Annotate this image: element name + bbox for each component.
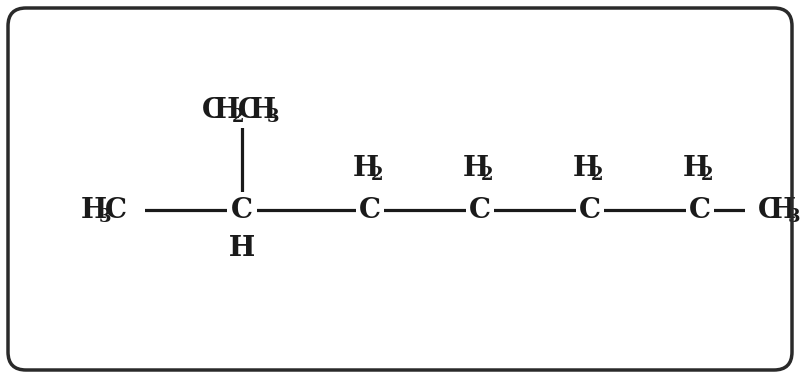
Text: H: H: [573, 155, 599, 181]
Bar: [227, 192, 257, 228]
Text: 3: 3: [267, 108, 280, 126]
Text: 3: 3: [98, 208, 111, 226]
Text: C: C: [579, 197, 601, 223]
Text: C: C: [758, 197, 780, 223]
Text: H: H: [250, 96, 275, 124]
Text: H: H: [229, 234, 255, 262]
Bar: [466, 193, 494, 227]
Bar: [679, 152, 721, 184]
Bar: [356, 193, 384, 227]
Text: 2: 2: [370, 166, 383, 184]
Text: 2: 2: [231, 108, 244, 126]
Text: H: H: [770, 197, 796, 223]
Text: C: C: [238, 96, 260, 124]
Bar: [229, 232, 255, 264]
Text: H: H: [229, 234, 255, 262]
Text: C: C: [469, 197, 491, 223]
Text: 2: 2: [481, 166, 493, 184]
Text: 3: 3: [787, 208, 800, 226]
Text: 2: 2: [590, 166, 603, 184]
Text: C: C: [359, 197, 381, 223]
Bar: [459, 152, 501, 184]
Text: 2: 2: [701, 166, 713, 184]
Bar: [65, 192, 145, 228]
Bar: [745, 192, 800, 228]
Text: H: H: [353, 155, 379, 181]
Bar: [686, 193, 714, 227]
Text: H: H: [81, 197, 107, 223]
Bar: [349, 152, 391, 184]
Text: C: C: [689, 197, 711, 223]
Bar: [569, 152, 611, 184]
Bar: [576, 193, 604, 227]
Text: H: H: [462, 155, 489, 181]
Bar: [190, 92, 294, 128]
Text: H: H: [214, 96, 240, 124]
Text: C: C: [105, 197, 127, 223]
Text: H: H: [682, 155, 709, 181]
Text: C: C: [231, 197, 253, 223]
Text: C: C: [202, 96, 224, 124]
